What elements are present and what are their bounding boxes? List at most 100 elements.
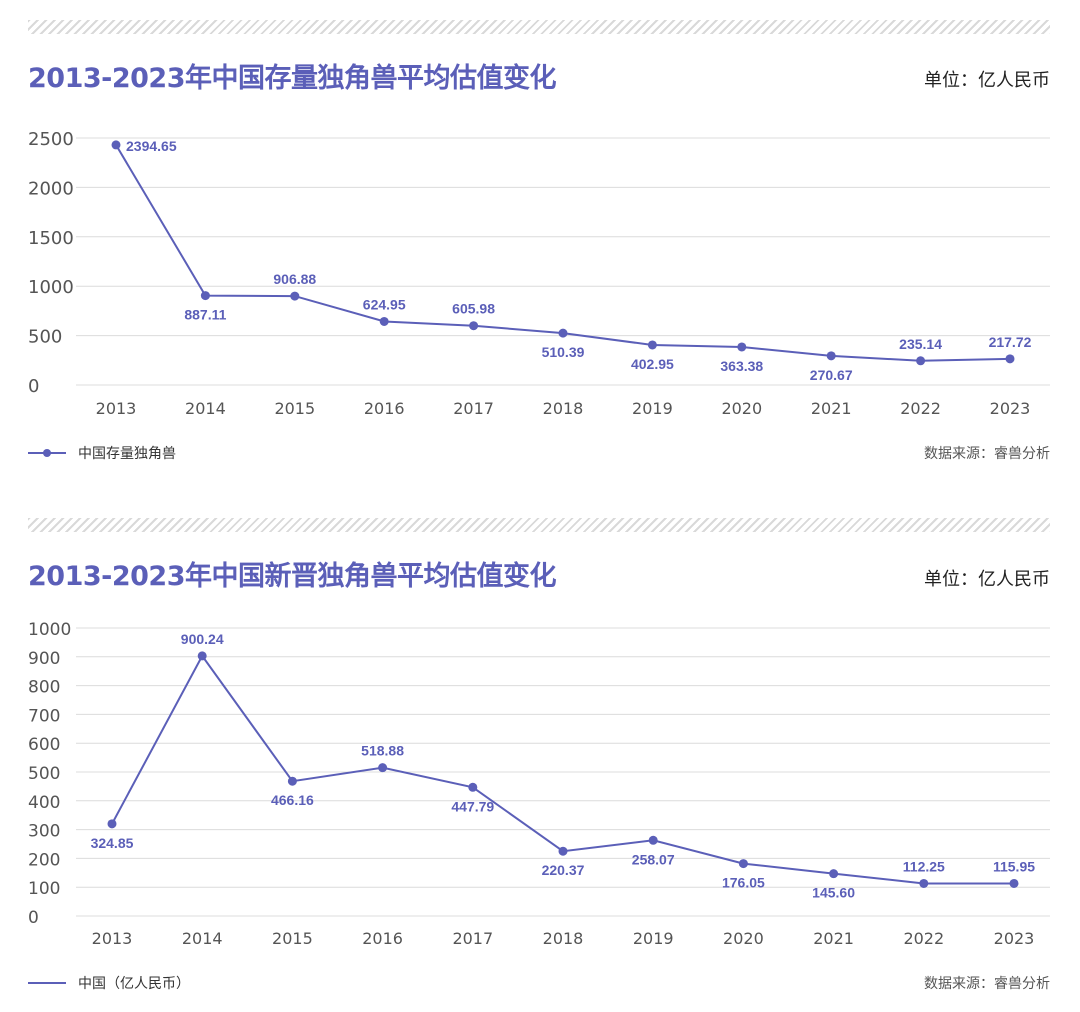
data-point: [829, 869, 839, 879]
legend-label-2: 中国（亿人民币）: [78, 976, 190, 992]
y-tick-label: 2000: [28, 178, 74, 199]
y-tick-label: 900: [28, 649, 60, 669]
data-point: [648, 835, 658, 845]
legend-2: 中国（亿人民币）: [28, 973, 190, 993]
data-point: [916, 356, 926, 366]
y-tick-label: 1000: [28, 620, 71, 640]
data-point: [378, 763, 388, 773]
legend-1: 中国存量独角兽: [28, 443, 176, 463]
y-tick-label: 2500: [28, 129, 74, 150]
x-tick-label: 2018: [543, 399, 584, 418]
data-point: [468, 782, 478, 792]
x-tick-label: 2015: [274, 399, 315, 418]
legend-line-marker-icon: [28, 449, 66, 457]
data-point: [738, 859, 748, 869]
x-tick-label: 2014: [182, 929, 223, 948]
data-point: [200, 291, 210, 301]
data-label: 402.95: [631, 356, 674, 372]
title-divider-2: [28, 518, 1050, 532]
data-label: 235.14: [899, 336, 942, 352]
x-tick-label: 2021: [813, 929, 854, 948]
data-point: [1005, 354, 1015, 364]
y-tick-label: 600: [28, 735, 60, 755]
x-tick-label: 2019: [633, 929, 674, 948]
data-point: [919, 878, 929, 888]
y-tick-label: 500: [28, 327, 62, 348]
data-point: [379, 316, 389, 326]
data-label: 220.37: [542, 862, 585, 878]
line-chart-2: 0 100 200 300 400 500 600 700 800 900 1000 2013 2014…: [28, 620, 1050, 948]
data-point: [287, 776, 297, 786]
x-tick-label: 2014: [185, 399, 226, 418]
data-point: [469, 321, 479, 331]
y-tick-label: 500: [28, 764, 60, 784]
data-label: 447.79: [451, 798, 494, 814]
x-tick-label: 2015: [272, 929, 313, 948]
data-label: 115.95: [993, 858, 1035, 874]
data-point: [558, 328, 568, 338]
data-label: 145.60: [812, 885, 855, 901]
source-label-2: 数据来源：睿兽分析: [924, 976, 1050, 992]
data-label: 605.98: [452, 301, 495, 317]
y-tick-label: 1500: [28, 228, 74, 249]
data-label: 624.95: [363, 296, 406, 312]
y-tick-label: 100: [28, 879, 60, 899]
legend-label-1: 中国存量独角兽: [78, 446, 176, 462]
data-label: 363.38: [720, 358, 763, 374]
legend-line-icon: [28, 982, 66, 984]
x-tick-label: 2013: [96, 399, 137, 418]
data-point: [1009, 878, 1019, 888]
x-tick-label: 2018: [543, 929, 584, 948]
x-tick-label: 2016: [362, 929, 403, 948]
data-label: 217.72: [989, 334, 1032, 350]
data-label: 258.07: [632, 851, 675, 867]
data-label: 906.88: [273, 271, 316, 287]
y-tick-label: 200: [28, 850, 60, 870]
x-tick-label: 2020: [721, 399, 762, 418]
data-point: [647, 340, 657, 350]
x-tick-label: 2013: [92, 929, 133, 948]
data-point: [826, 351, 836, 361]
unit-label-2: 单位：亿人民币: [924, 569, 1050, 590]
title-divider-1: [28, 20, 1050, 34]
data-label: 112.25: [903, 858, 945, 874]
chart-title-2: 2013-2023年中国新晋独角兽平均估值变化: [28, 561, 557, 592]
data-label: 2394.65: [126, 138, 177, 154]
data-point: [107, 819, 117, 829]
y-tick-label: 400: [28, 793, 60, 813]
x-tick-label: 2019: [632, 399, 673, 418]
data-point: [111, 140, 121, 150]
x-tick-label: 2020: [723, 929, 764, 948]
source-label-1: 数据来源：睿兽分析: [924, 446, 1050, 462]
data-point: [737, 342, 747, 352]
data-label: 510.39: [542, 344, 585, 360]
y-tick-label: 800: [28, 678, 60, 698]
x-tick-label: 2017: [453, 399, 494, 418]
data-label: 176.05: [722, 875, 765, 891]
x-tick-label: 2017: [452, 929, 493, 948]
line-chart-1: 0 500 1000 1500 2000 2500 2013 2014 2015 2016 2017…: [28, 129, 1050, 418]
data-label: 887.11: [184, 307, 226, 323]
y-tick-label: 300: [28, 822, 60, 842]
data-point: [290, 291, 300, 301]
unit-label-1: 单位：亿人民币: [924, 70, 1050, 91]
data-label: 518.88: [361, 743, 404, 759]
y-tick-label: 0: [28, 376, 39, 397]
x-tick-label: 2023: [994, 929, 1035, 948]
data-label: 900.24: [181, 631, 224, 647]
y-tick-label: 700: [28, 706, 60, 726]
data-point: [197, 651, 207, 661]
x-tick-label: 2023: [990, 399, 1031, 418]
data-label: 324.85: [91, 835, 134, 851]
y-tick-label: 0: [28, 908, 39, 928]
x-tick-label: 2016: [364, 399, 405, 418]
y-tick-label: 1000: [28, 277, 74, 298]
data-label: 466.16: [271, 792, 314, 808]
chart-title-1: 2013-2023年中国存量独角兽平均估值变化: [28, 63, 557, 94]
x-tick-label: 2022: [903, 929, 944, 948]
x-tick-label: 2022: [900, 399, 941, 418]
series-line: [115, 144, 1011, 362]
x-tick-label: 2021: [811, 399, 852, 418]
data-label: 270.67: [810, 367, 853, 383]
data-point: [558, 846, 568, 856]
